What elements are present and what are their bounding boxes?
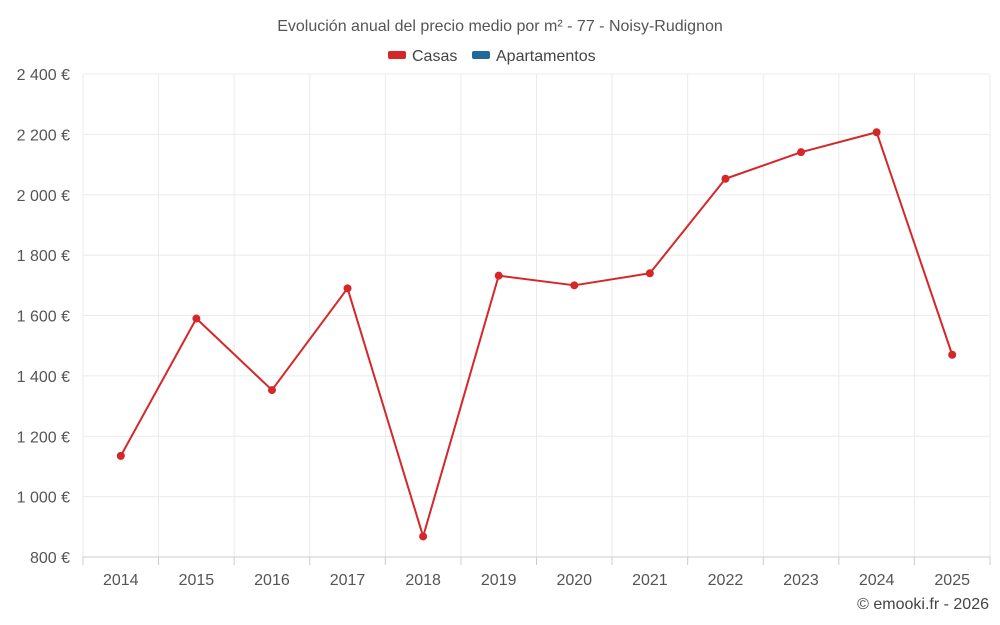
legend-label-casas: Casas — [412, 48, 457, 65]
x-tick-label: 2014 — [103, 572, 139, 589]
y-tick-label: 1 800 € — [17, 248, 70, 265]
legend-swatch-apartamentos — [472, 51, 490, 59]
series-line-casas — [119, 131, 954, 538]
y-tick-label: 1 600 € — [17, 309, 70, 326]
data-point-casas[interactable] — [343, 284, 352, 293]
data-point-casas[interactable] — [267, 386, 276, 395]
x-tick-label: 2020 — [556, 572, 592, 589]
x-tick-label: 2025 — [934, 572, 970, 589]
data-point-casas[interactable] — [419, 532, 428, 541]
data-point-casas[interactable] — [872, 128, 881, 137]
y-tick-label: 800 € — [30, 550, 70, 567]
x-tick-label: 2018 — [405, 572, 441, 589]
grid — [82, 73, 991, 558]
x-tick-label: 2017 — [330, 572, 366, 589]
legend-item-casas[interactable]: Casas — [388, 48, 457, 65]
series-casas — [116, 128, 957, 541]
x-tick-label: 2015 — [179, 572, 215, 589]
x-tick-label: 2019 — [481, 572, 517, 589]
data-point-casas[interactable] — [948, 350, 957, 359]
data-point-casas[interactable] — [494, 271, 503, 280]
data-point-casas[interactable] — [116, 451, 125, 460]
x-axis: 2014 2015 2016 2017 2018 2019 2020 2021 2022 2023… — [82, 556, 991, 589]
y-tick-label: 2 200 € — [17, 127, 70, 144]
credit-text: © emooki.fr - 2026 — [857, 596, 989, 613]
legend-swatch-casas — [388, 51, 406, 59]
data-point-casas[interactable] — [645, 269, 654, 278]
x-tick-label: 2023 — [783, 572, 819, 589]
data-point-casas[interactable] — [721, 174, 730, 183]
y-tick-label: 2 000 € — [17, 188, 70, 205]
y-tick-label: 1 000 € — [17, 490, 70, 507]
data-point-casas[interactable] — [570, 281, 579, 290]
legend: Casas Apartamentos — [388, 48, 596, 65]
data-point-casas[interactable] — [192, 314, 201, 323]
y-tick-label: 2 400 € — [17, 67, 70, 84]
x-tick-label: 2022 — [708, 572, 744, 589]
y-axis: 800 € 1 000 € 1 200 € 1 400 € 1 600 € 1 800 €… — [17, 67, 70, 567]
data-point-casas[interactable] — [797, 148, 806, 157]
legend-label-apartamentos: Apartamentos — [496, 48, 596, 65]
x-tick-label: 2024 — [859, 572, 895, 589]
x-tick-label: 2021 — [632, 572, 668, 589]
y-tick-label: 1 400 € — [17, 369, 70, 386]
x-tick-label: 2016 — [254, 572, 290, 589]
chart-title: Evolución anual del precio medio por m² … — [277, 18, 723, 35]
y-tick-label: 1 200 € — [17, 429, 70, 446]
legend-item-apartamentos[interactable]: Apartamentos — [472, 48, 596, 65]
